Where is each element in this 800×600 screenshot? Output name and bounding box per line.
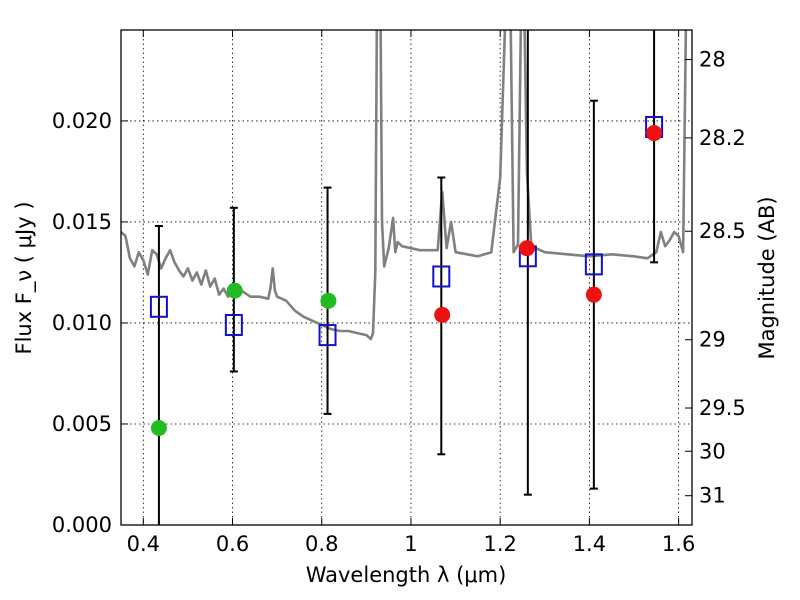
red-point <box>518 240 535 257</box>
data-marks-layer <box>149 30 664 525</box>
y2-tick-label: 28.2 <box>699 126 746 150</box>
x-axis-title: Wavelength λ (μm) <box>306 563 507 587</box>
photometry-square <box>584 253 603 276</box>
photometry-square <box>318 324 337 347</box>
y-tick-label: 0.020 <box>52 109 112 133</box>
photometry-square <box>432 265 451 288</box>
y2-tick-label: 30 <box>699 439 726 463</box>
y2-tick-label: 29 <box>699 328 726 352</box>
y-tick-label: 0.005 <box>52 412 112 436</box>
x-tick-label: 0.6 <box>216 532 249 556</box>
x-axis-ticks: 0.4 0.6 0.8 1 1.2 1.4 1.6 <box>127 30 695 556</box>
x-tick-label: 0.8 <box>305 532 338 556</box>
grid-lines <box>121 30 692 526</box>
x-axis-title-text: Wavelength λ (μm) <box>306 563 507 587</box>
photometry-square <box>149 295 168 318</box>
x-tick-label: 1.2 <box>483 532 516 556</box>
x-tick-label: 0.4 <box>127 532 160 556</box>
y2-axis-title-text: Magnitude (AB) <box>755 196 779 359</box>
green-point <box>226 282 243 299</box>
y2-axis-title: Magnitude (AB) <box>755 196 779 359</box>
x-tick-label: 1.4 <box>573 532 606 556</box>
y2-axis-ticks: 28 28.2 28.5 29 29.5 30 31 <box>685 47 746 508</box>
y-axis-title-text: Flux F_ν ( μJy ) <box>12 201 37 354</box>
y-axis-ticks: 0.000 0.005 0.010 0.015 0.020 <box>52 109 128 537</box>
y-tick-label: 0.000 <box>52 513 112 537</box>
x-tick-label: 1.6 <box>662 532 695 556</box>
plot-frame <box>120 29 693 526</box>
y2-tick-label: 29.5 <box>699 396 746 420</box>
y2-tick-label: 28.5 <box>699 219 746 243</box>
y-tick-label: 0.010 <box>52 311 112 335</box>
y2-tick-label: 28 <box>699 47 726 71</box>
photometry-square <box>224 313 243 336</box>
green-point <box>150 420 167 437</box>
x-tick-label: 1 <box>404 532 417 556</box>
red-point <box>646 125 663 142</box>
y2-tick-label: 31 <box>699 484 726 508</box>
y-axis-title: Flux F_ν ( μJy ) <box>12 201 37 354</box>
red-point <box>434 306 451 323</box>
y-tick-label: 0.015 <box>52 210 112 234</box>
red-point <box>585 286 602 303</box>
green-point <box>320 292 337 309</box>
